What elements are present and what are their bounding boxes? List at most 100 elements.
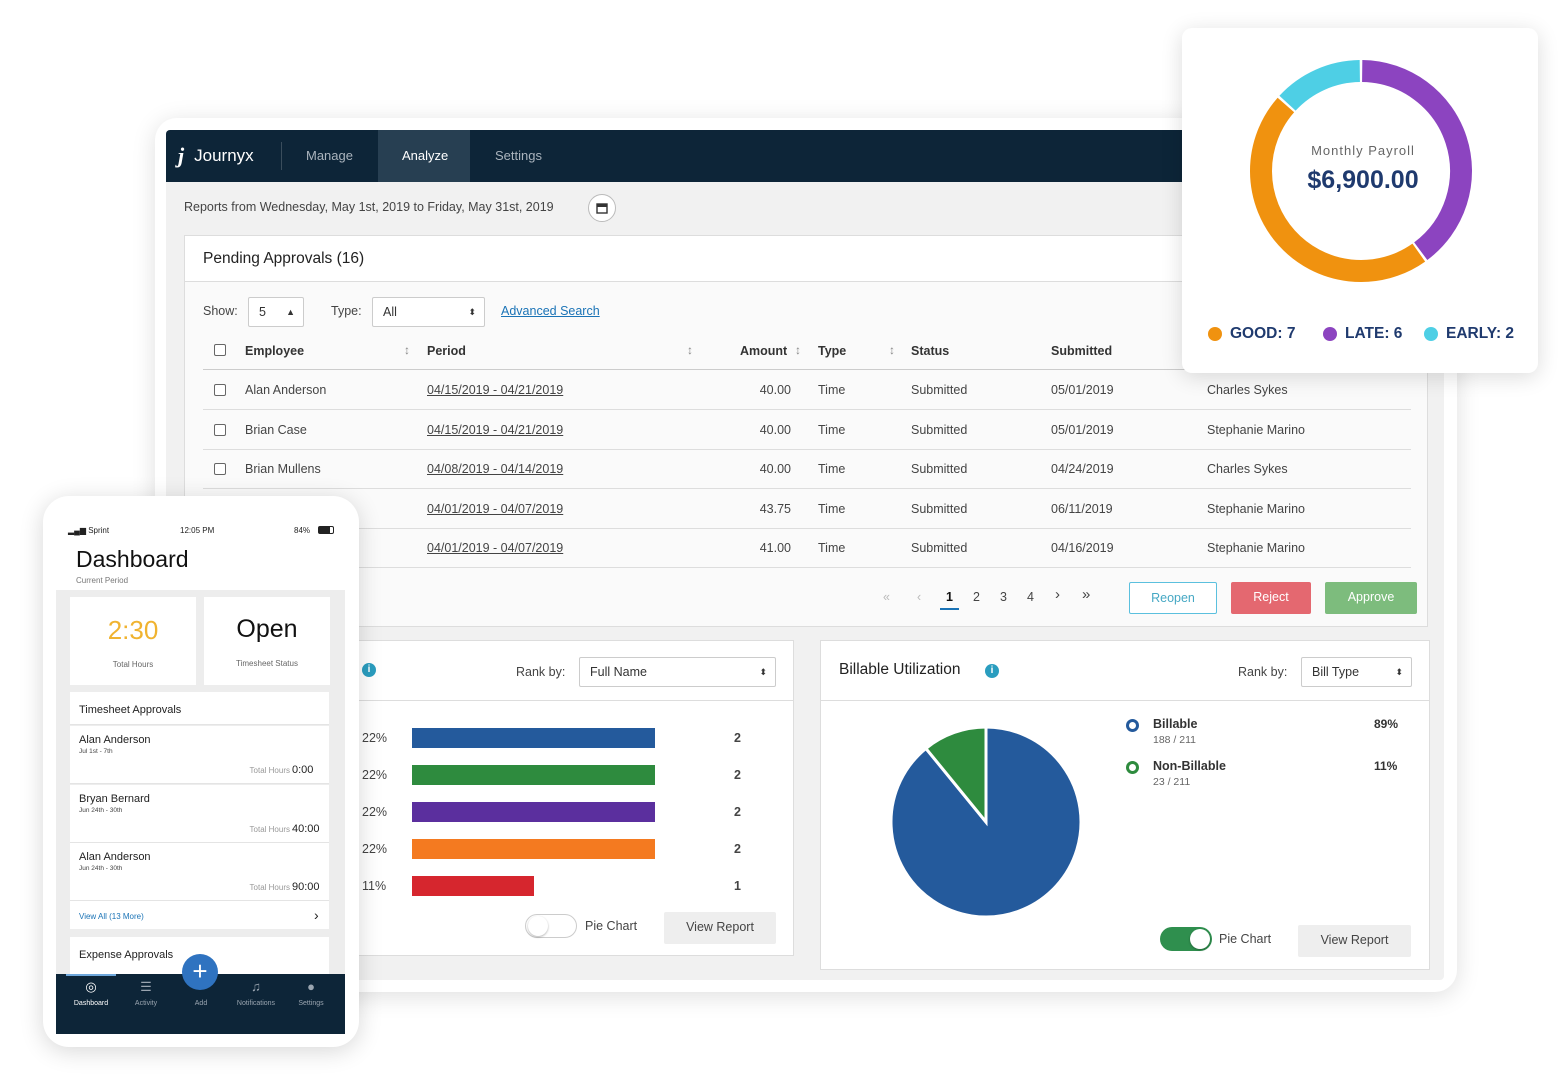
calendar-button[interactable] <box>588 194 616 222</box>
table-row[interactable]: Alan Anderson 04/15/2019 - 04/21/2019 40.0… <box>203 370 1411 410</box>
row-checkbox[interactable] <box>214 423 226 436</box>
rank-value: Full Name <box>590 665 647 679</box>
bar-percent: 22% <box>362 768 388 782</box>
sort-icon[interactable]: ↕ <box>889 343 895 357</box>
approver-name: Alan Anderson <box>79 851 151 863</box>
approver-name: Bryan Bernard <box>79 792 150 805</box>
add-fab-button[interactable]: + <box>182 954 218 990</box>
table-row[interactable]: Brian Mullens 04/08/2019 - 04/14/2019 40.0… <box>203 449 1411 489</box>
legend-label: GOOD: 7 <box>1230 325 1296 342</box>
bar-percent: 22% <box>362 842 388 856</box>
bill-type-select[interactable]: Bill Type ⬍ <box>1301 657 1412 687</box>
type-select[interactable]: All ⬍ <box>372 297 485 327</box>
approver-cell: Stephanie Marino <box>1207 541 1305 555</box>
person-icon: ● <box>307 979 315 994</box>
legend-dot-icon <box>1126 761 1139 774</box>
nav-settings[interactable]: Settings <box>495 148 542 163</box>
info-icon[interactable]: i <box>362 663 376 677</box>
page-1[interactable]: 1 <box>940 590 959 610</box>
table-row[interactable]: 04/01/2019 - 04/07/2019 43.75 Time Submitte… <box>203 489 1411 529</box>
rank-label: Rank by: <box>516 665 566 679</box>
table-row[interactable]: 04/01/2019 - 04/07/2019 41.00 Time Submitte… <box>203 528 1411 568</box>
col-employee[interactable]: Employee <box>245 344 305 358</box>
tab-activity[interactable]: ☰ Activity <box>118 974 174 1007</box>
logo[interactable]: j Journyx <box>178 142 278 170</box>
payroll-label: Monthly Payroll <box>1311 143 1415 158</box>
active-tab-indicator <box>66 974 116 976</box>
tab-settings[interactable]: ● Settings <box>283 974 339 1007</box>
approval-dates: Jun 24th - 30th <box>79 865 123 872</box>
nav-manage[interactable]: Manage <box>306 148 353 163</box>
pie-slice-non-billable <box>923 725 988 827</box>
toggle-knob <box>1190 929 1210 949</box>
bell-icon: ♫ <box>251 979 261 994</box>
tab-label: Add <box>194 1000 208 1007</box>
info-icon[interactable]: i <box>985 664 999 678</box>
status-carrier: ▂▄▆ Sprint <box>68 526 109 535</box>
list-item[interactable]: Alan Anderson Jul 1st - 7th Total Hours 0:0… <box>70 726 329 784</box>
sort-icon[interactable]: ↕ <box>404 343 410 357</box>
bar-percent: 22% <box>362 805 388 819</box>
rank-select[interactable]: Full Name ⬍ <box>579 657 776 687</box>
panel-title: Pending Approvals (16) <box>203 250 365 267</box>
col-status[interactable]: Status <box>911 344 950 358</box>
col-amount[interactable]: Amount <box>740 344 788 358</box>
status-cell: Submitted <box>911 422 968 437</box>
col-period[interactable]: Period <box>427 344 466 358</box>
period-link[interactable]: 04/01/2019 - 04/07/2019 <box>427 541 564 555</box>
row-checkbox[interactable] <box>214 463 226 475</box>
approve-button[interactable]: Approve <box>1325 582 1417 614</box>
next-page-icon[interactable]: › <box>1055 586 1060 603</box>
view-all-link[interactable]: View All (13 More) <box>79 912 144 921</box>
page-3[interactable]: 3 <box>1000 590 1007 604</box>
advanced-search-link[interactable]: Advanced Search <box>501 304 600 318</box>
pie-chart-toggle[interactable] <box>525 914 577 938</box>
view-report-button[interactable]: View Report <box>1298 925 1411 957</box>
legend-dot-icon <box>1208 327 1222 341</box>
list-item[interactable]: Bryan Bernard Jun 24th - 30th Total Hours 4… <box>70 784 329 843</box>
hours-value: 90:00 <box>292 881 320 893</box>
period-link[interactable]: 04/15/2019 - 04/21/2019 <box>427 422 564 437</box>
table-row[interactable]: Brian Case 04/15/2019 - 04/21/2019 40.00 Ti… <box>203 410 1411 450</box>
row-checkbox[interactable] <box>214 384 226 396</box>
tab-dashboard[interactable]: ◎ Dashboard <box>63 974 119 1007</box>
period-link[interactable]: 04/01/2019 - 04/07/2019 <box>427 501 564 516</box>
sort-icon[interactable]: ↕ <box>687 343 693 357</box>
page-4[interactable]: 4 <box>1027 590 1034 604</box>
approver-cell: Charles Sykes <box>1207 383 1288 397</box>
reopen-button[interactable]: Reopen <box>1129 582 1217 614</box>
page-2[interactable]: 2 <box>973 590 980 604</box>
show-select[interactable]: 5 ▲ <box>248 297 304 327</box>
submitted-cell: 05/01/2019 <box>1051 422 1114 437</box>
period-link[interactable]: 04/15/2019 - 04/21/2019 <box>427 383 564 397</box>
dashboard-icon: ◎ <box>85 979 97 994</box>
approval-dates: Jun 24th - 30th <box>79 806 123 814</box>
pie-chart-toggle[interactable] <box>1160 927 1212 951</box>
list-item[interactable]: Alan Anderson Jun 24th - 30th Total Hours 9… <box>70 843 329 901</box>
legend-pct: 89% <box>1374 717 1399 731</box>
timesheet-status-tile[interactable]: Open Timesheet Status <box>204 597 330 685</box>
sort-icon[interactable]: ↕ <box>795 343 801 357</box>
prev-page-icon[interactable]: ‹ <box>917 590 922 604</box>
type-value: All <box>383 305 397 319</box>
view-all-row[interactable]: View All (13 More) › <box>70 901 329 929</box>
col-type[interactable]: Type <box>818 344 847 358</box>
report-range-text: Reports from Wednesday, May 1st, 2019 to… <box>184 200 554 214</box>
tab-add[interactable]: Add <box>173 974 229 1007</box>
nav-analyze[interactable]: Analyze <box>378 130 470 182</box>
first-page-icon[interactable]: « <box>883 590 890 604</box>
total-hours-tile[interactable]: 2:30 Total Hours <box>70 597 196 685</box>
reject-button[interactable]: Reject <box>1231 582 1311 614</box>
timesheet-status-value: Open <box>236 615 298 643</box>
period-link[interactable]: 04/08/2019 - 04/14/2019 <box>427 462 564 476</box>
legend-sub: 188 / 211 <box>1153 734 1197 746</box>
logo-text: Journyx <box>194 146 254 165</box>
last-page-icon[interactable]: » <box>1082 586 1091 603</box>
tab-notifications[interactable]: ♫ Notifications <box>228 974 284 1007</box>
battery-icon <box>318 526 334 534</box>
select-all-checkbox[interactable] <box>214 344 226 356</box>
donut-segment-late <box>1361 60 1472 261</box>
col-submitted[interactable]: Submitted <box>1051 344 1113 358</box>
view-report-button[interactable]: View Report <box>664 912 776 944</box>
legend-pct: 11% <box>1374 759 1398 773</box>
